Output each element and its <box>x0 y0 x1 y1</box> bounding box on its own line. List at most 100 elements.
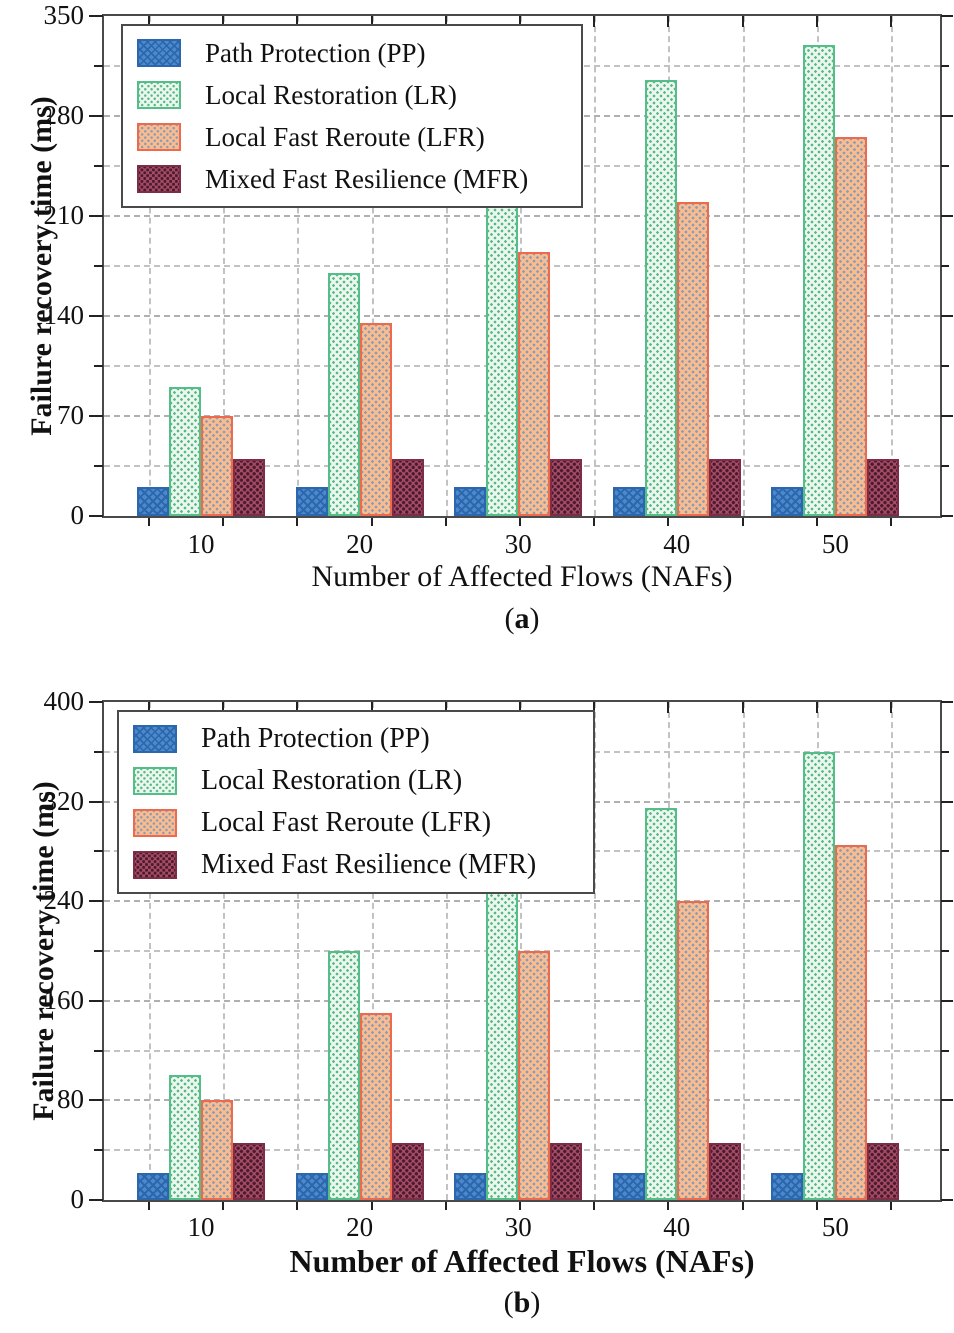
axis-tick-bottom <box>222 518 225 526</box>
bar-pp-40 <box>613 487 645 516</box>
axis-tick-right <box>941 900 953 903</box>
bar-mfr-20 <box>392 459 424 516</box>
axis-tick-left <box>89 999 103 1002</box>
bar-lr-10 <box>169 1075 201 1200</box>
axis-tick-top <box>815 16 818 27</box>
legend-a: Path Protection (PP) Local Restoration (… <box>121 24 583 208</box>
legend-label: Local Restoration (LR) <box>201 765 463 796</box>
legend-swatch-lfr <box>133 809 177 837</box>
legend-swatch-lr <box>137 81 181 109</box>
gridline-h <box>104 900 940 903</box>
bar-lfr-40 <box>677 202 709 516</box>
axis-tick-right-minor <box>941 1149 949 1152</box>
bar-mfr-30 <box>550 459 582 516</box>
gridline-h <box>104 215 940 217</box>
bar-pp-20 <box>296 1173 328 1200</box>
legend-item: Local Restoration (LR) <box>133 765 579 797</box>
gridline-v <box>742 16 745 516</box>
y-tick-label: 160 <box>43 984 85 1015</box>
x-tick-label: 20 <box>346 529 374 559</box>
axis-tick-bottom <box>741 1202 744 1210</box>
y-tick-label: 400 <box>43 686 85 716</box>
legend-label: Mixed Fast Resilience (MFR) <box>205 163 529 194</box>
axis-tick-bottom <box>815 1202 818 1210</box>
bar-lr-20 <box>328 951 360 1200</box>
axis-tick-left <box>89 800 103 803</box>
axis-tick-right-minor <box>941 365 949 367</box>
gridline-v <box>891 16 893 516</box>
axis-tick-right-minor <box>941 950 949 952</box>
axis-tick-left-minor <box>94 465 103 467</box>
axis-tick-top <box>519 16 521 27</box>
gridline-v <box>371 16 374 516</box>
legend-swatch-mfr <box>137 165 181 193</box>
y-axis-label-a: Failure recovery time (ms) <box>25 96 58 436</box>
axis-tick-top <box>593 702 596 713</box>
axis-tick-bottom <box>519 518 521 526</box>
axis-tick-bottom <box>519 1202 521 1210</box>
y-tick-label: 320 <box>43 785 85 816</box>
bar-pp-50 <box>771 1173 803 1200</box>
legend-swatch-pp <box>137 39 181 67</box>
gridline-v <box>594 702 597 1200</box>
bar-pp-40 <box>613 1173 645 1200</box>
axis-tick-top <box>519 702 521 713</box>
y-tick-label: 280 <box>43 100 85 130</box>
x-tick-label: 30 <box>504 529 532 559</box>
y-tick-label: 140 <box>43 300 85 330</box>
legend-swatch-lfr <box>137 123 181 151</box>
bar-lfr-10 <box>201 1100 233 1200</box>
axis-tick-bottom <box>667 518 670 526</box>
bar-lfr-20 <box>360 1013 392 1200</box>
gridline-v <box>297 16 300 516</box>
caption-a-close: ) <box>529 602 540 635</box>
caption-b-open: ( <box>503 1286 514 1319</box>
bar-lfr-30 <box>518 951 550 1200</box>
bar-mfr-30 <box>550 1143 582 1200</box>
legend-item: Path Protection (PP) <box>133 723 579 755</box>
gridline-v <box>223 702 226 1200</box>
axis-tick-bottom <box>370 518 373 526</box>
bar-lr-30 <box>486 173 518 516</box>
axis-tick-top <box>444 16 447 27</box>
x-tick-label: 40 <box>663 529 691 559</box>
axis-tick-left <box>89 415 103 417</box>
axis-tick-right <box>941 800 953 803</box>
y-tick-label: 0 <box>70 500 85 530</box>
axis-tick-bottom <box>815 518 818 526</box>
legend-item: Local Restoration (LR) <box>137 80 567 111</box>
axis-tick-left <box>89 515 103 517</box>
bar-lr-40 <box>645 808 677 1200</box>
x-tick-label: 50 <box>821 1212 849 1242</box>
bar-mfr-20 <box>392 1143 424 1200</box>
legend-label: Local Fast Reroute (LFR) <box>201 807 492 838</box>
gridline-v <box>149 702 151 1200</box>
caption-b-close: ) <box>530 1286 541 1319</box>
bar-lfr-20 <box>360 323 392 516</box>
axis-tick-left-minor <box>94 365 103 367</box>
legend-label: Local Fast Reroute (LFR) <box>205 121 485 152</box>
x-tick-label: 40 <box>663 1212 691 1242</box>
x-tick-label: 20 <box>346 1212 374 1242</box>
axis-tick-right <box>941 701 953 703</box>
gridline-v <box>149 16 151 516</box>
axis-tick-top <box>222 702 225 713</box>
x-axis-label-b: Number of Affected Flows (NAFs) <box>289 1243 755 1279</box>
axis-tick-bottom <box>148 518 150 526</box>
axis-tick-top <box>890 16 892 27</box>
bar-mfr-50 <box>867 459 899 516</box>
bar-pp-30 <box>454 1173 486 1200</box>
axis-tick-right <box>941 315 953 317</box>
caption-b: (b) <box>102 1286 942 1320</box>
gridline-v <box>445 16 448 516</box>
axis-tick-bottom <box>593 1202 596 1210</box>
axis-tick-right-minor <box>941 850 949 853</box>
axis-tick-left <box>89 701 103 703</box>
axis-tick-left-minor <box>94 950 103 952</box>
bar-pp-10 <box>137 1173 169 1200</box>
x-tick-label: 10 <box>187 529 215 559</box>
bar-lr-20 <box>328 273 360 516</box>
axis-tick-top <box>741 702 744 713</box>
axis-tick-bottom <box>370 1202 373 1210</box>
y-tick-label: 0 <box>70 1184 85 1214</box>
